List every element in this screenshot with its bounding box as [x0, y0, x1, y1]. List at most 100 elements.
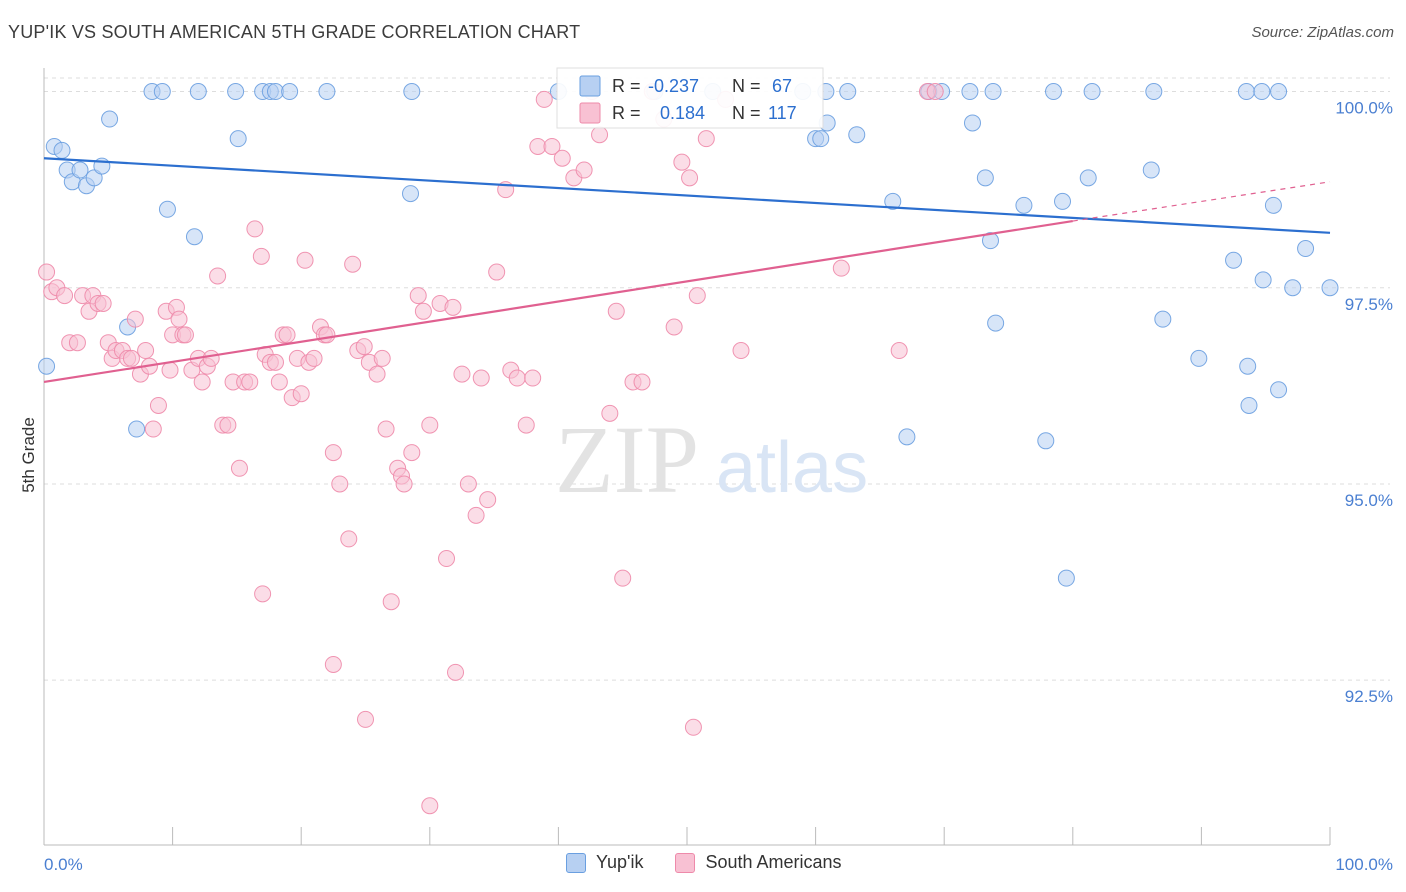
south-americans-point — [149, 396, 167, 414]
south-americans-point — [488, 263, 506, 281]
south-americans-point — [409, 287, 427, 305]
stats-n-value: 67 — [772, 76, 792, 96]
yupik-point — [812, 130, 830, 148]
south-americans-point — [517, 416, 535, 434]
south-americans-point — [591, 126, 609, 144]
yupik-point — [839, 83, 857, 101]
stats-r-value: -0.237 — [648, 76, 699, 96]
south-americans-point — [324, 655, 342, 673]
south-americans-point — [529, 137, 547, 155]
stats-n-label: N = — [732, 103, 761, 123]
yupik-point — [229, 130, 247, 148]
south-americans-point — [467, 506, 485, 524]
y-tick-label: 92.5% — [1345, 687, 1393, 706]
south-americans-point — [305, 349, 323, 367]
stats-n-label: N = — [732, 76, 761, 96]
yupik-point — [1079, 169, 1097, 187]
south-americans-point — [732, 342, 750, 360]
south-americans-point — [230, 459, 248, 477]
stats-swatch-pink — [579, 102, 601, 124]
stats-r-value: 0.184 — [660, 103, 705, 123]
legend-item-south-americans: South Americans — [675, 852, 842, 873]
yupik-point — [1015, 196, 1033, 214]
yupik-point — [227, 83, 245, 101]
legend-item-yupik: Yup'ik — [566, 852, 643, 873]
yupik-point — [848, 126, 866, 144]
yupik-point — [1270, 381, 1288, 399]
trend-layer — [43, 157, 1331, 384]
south-americans-point — [254, 585, 272, 603]
x-tick-label: 100.0% — [1335, 855, 1393, 874]
south-americans-point — [38, 263, 56, 281]
yupik-point — [976, 169, 994, 187]
south-americans-point — [421, 416, 439, 434]
yupik-point — [71, 161, 89, 179]
south-americans-point — [459, 475, 477, 493]
stats-n-value: 117 — [768, 103, 797, 123]
south-americans-point — [607, 302, 625, 320]
yupik-point — [981, 232, 999, 250]
yupik-point — [1264, 196, 1282, 214]
south-americans-point — [684, 718, 702, 736]
yupik-point — [189, 83, 207, 101]
yupik-point — [963, 114, 981, 132]
south-americans-point — [266, 353, 284, 371]
south-americans-trend-extension — [1072, 181, 1331, 222]
south-americans-point — [535, 90, 553, 108]
yupik-point — [1037, 432, 1055, 450]
south-americans-point — [270, 373, 288, 391]
legend-swatch-blue — [566, 852, 586, 873]
yupik-point — [1284, 279, 1302, 297]
yupik-point — [281, 83, 299, 101]
south-americans-point — [344, 255, 362, 273]
south-americans-point — [524, 369, 542, 387]
south-americans-point — [508, 369, 526, 387]
south-americans-point — [601, 404, 619, 422]
yupik-point — [85, 169, 103, 187]
south-americans-point — [202, 349, 220, 367]
x-tick-label: 0.0% — [44, 855, 83, 874]
south-americans-point — [340, 530, 358, 548]
legend-label: South Americans — [705, 852, 842, 872]
south-americans-point — [453, 365, 471, 383]
stats-swatch-blue — [579, 75, 601, 97]
yupik-point — [1297, 240, 1315, 258]
south-americans-point — [144, 420, 162, 438]
south-americans-point — [553, 149, 571, 167]
yupik-point — [1142, 161, 1160, 179]
stats-r-label: R = — [612, 76, 641, 96]
south-americans-point — [926, 83, 944, 101]
watermark-atlas: atlas — [716, 428, 868, 508]
south-americans-point — [633, 373, 651, 391]
south-americans-point — [331, 475, 349, 493]
y-axis-label: 5th Grade — [19, 417, 38, 493]
yupik-point — [984, 83, 1002, 101]
south-americans-point — [209, 267, 227, 285]
watermark-zip: ZIP — [555, 406, 699, 513]
yupik-point — [38, 357, 56, 375]
yupik-point — [898, 428, 916, 446]
yupik-point — [1225, 251, 1243, 269]
yupik-point — [1240, 396, 1258, 414]
south-americans-point — [479, 491, 497, 509]
legend: Yup'ik South Americans — [566, 852, 866, 873]
south-americans-point — [368, 365, 386, 383]
south-americans-point — [94, 294, 112, 312]
south-americans-point — [688, 287, 706, 305]
stats-r-label: R = — [612, 103, 641, 123]
yupik-point — [403, 83, 421, 101]
yupik-point — [1057, 569, 1075, 587]
yupik-point — [1270, 83, 1288, 101]
south-americans-point — [472, 369, 490, 387]
south-americans-point — [56, 287, 74, 305]
yupik-point — [318, 83, 336, 101]
south-americans-point — [246, 220, 264, 238]
south-americans-point — [543, 137, 561, 155]
yupik-point — [1321, 279, 1339, 297]
south-americans-point — [324, 444, 342, 462]
yupik-trend-line — [43, 157, 1331, 234]
south-americans-trend-line — [43, 219, 1073, 384]
south-americans-point — [414, 302, 432, 320]
south-americans-point — [241, 373, 259, 391]
